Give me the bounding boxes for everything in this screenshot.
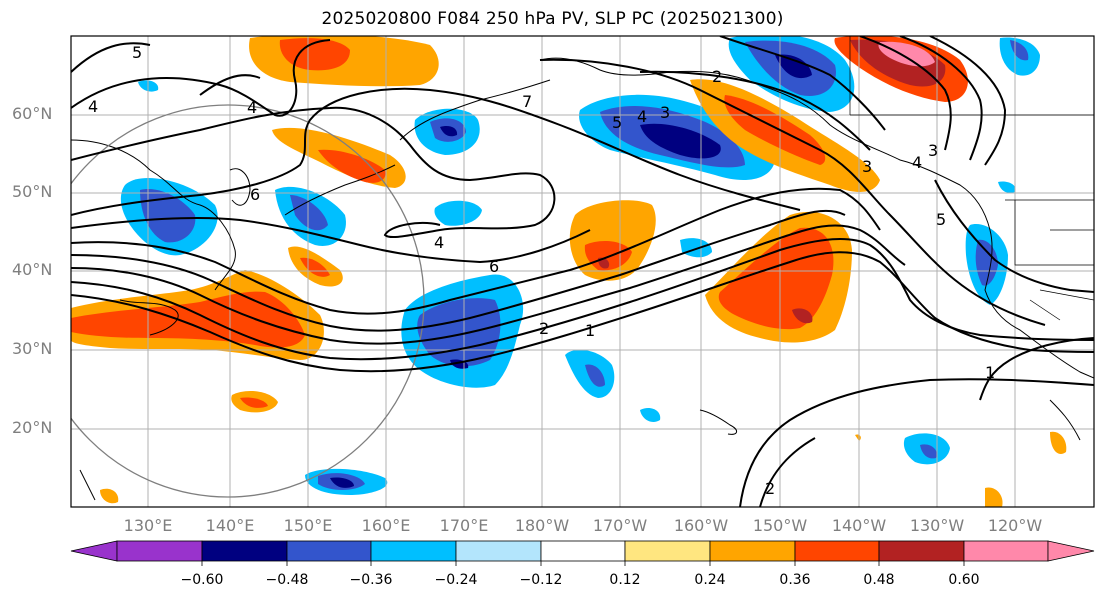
lon-label: 160°E bbox=[361, 516, 411, 535]
colorbar-min-extend bbox=[70, 540, 118, 562]
slp-contours bbox=[71, 36, 1094, 507]
contour-label: 5 bbox=[132, 43, 142, 62]
pv-anomaly-shading bbox=[71, 36, 1067, 507]
contour-label: 4 bbox=[434, 233, 444, 252]
contour-label: 1 bbox=[985, 363, 995, 382]
lon-label: 150°E bbox=[283, 516, 333, 535]
lon-label: 120°W bbox=[987, 516, 1043, 535]
colorbar-tick-label: −0.60 bbox=[180, 572, 224, 588]
colorbar-tick-label: −0.36 bbox=[349, 572, 393, 588]
contour-label: 7 bbox=[522, 92, 532, 111]
contour-label: 3 bbox=[928, 141, 938, 160]
contour-label: 5 bbox=[936, 210, 946, 229]
colorbar-tick-label: −0.12 bbox=[519, 572, 563, 588]
contour-label: 3 bbox=[660, 103, 670, 122]
borders bbox=[849, 36, 1094, 321]
colorbar-tick-label: 0.12 bbox=[609, 572, 641, 588]
lat-label-20n: 20°N bbox=[12, 418, 53, 437]
lon-label: 180°W bbox=[514, 516, 570, 535]
contour-label: 2 bbox=[765, 479, 775, 498]
map-title: 2025020800 F084 250 hPa PV, SLP PC (2025… bbox=[321, 9, 784, 29]
lon-label: 150°W bbox=[752, 516, 808, 535]
contour-label: 1 bbox=[585, 321, 595, 340]
contour-label: 6 bbox=[250, 185, 260, 204]
colorbar-tick-label: 0.36 bbox=[779, 572, 811, 588]
lon-label: 140°W bbox=[831, 516, 887, 535]
contour-label: 6 bbox=[489, 257, 499, 276]
contour-label: 5 bbox=[612, 113, 622, 132]
coastlines bbox=[71, 57, 1094, 501]
colorbar-tick-label: 0.24 bbox=[694, 572, 726, 588]
contour-label: 4 bbox=[247, 98, 257, 117]
contour-label: 4 bbox=[637, 107, 647, 126]
lat-label-40n: 40°N bbox=[12, 260, 53, 279]
contour-labels: 5 4 4 6 4 6 7 5 4 3 2 3 5 4 3 2 1 1 2 bbox=[88, 43, 995, 498]
lon-label: 170°W bbox=[592, 516, 648, 535]
colorbar bbox=[70, 540, 1095, 566]
contour-label: 4 bbox=[912, 153, 922, 172]
contour-label: 4 bbox=[88, 97, 98, 116]
lat-label-30n: 30°N bbox=[12, 339, 53, 358]
lon-label: 160°W bbox=[673, 516, 729, 535]
map-frame bbox=[70, 35, 1095, 508]
colorbar-tick-label: −0.48 bbox=[265, 572, 309, 588]
colorbar-tick-label: 0.60 bbox=[948, 572, 980, 588]
lon-label: 130°W bbox=[909, 516, 965, 535]
colorbar-tick-label: 0.48 bbox=[863, 572, 895, 588]
lon-label: 140°E bbox=[205, 516, 255, 535]
colorbar-tick-label: −0.24 bbox=[434, 572, 478, 588]
reference-circle bbox=[71, 104, 425, 498]
contour-label: 3 bbox=[862, 157, 872, 176]
lon-label: 170°E bbox=[439, 516, 489, 535]
colorbar-max-extend bbox=[1047, 540, 1095, 562]
lon-label: 130°E bbox=[123, 516, 173, 535]
contour-label: 2 bbox=[539, 319, 549, 338]
contour-label: 2 bbox=[712, 67, 722, 86]
lat-label-50n: 50°N bbox=[12, 182, 53, 201]
lat-label-60n: 60°N bbox=[12, 104, 53, 123]
